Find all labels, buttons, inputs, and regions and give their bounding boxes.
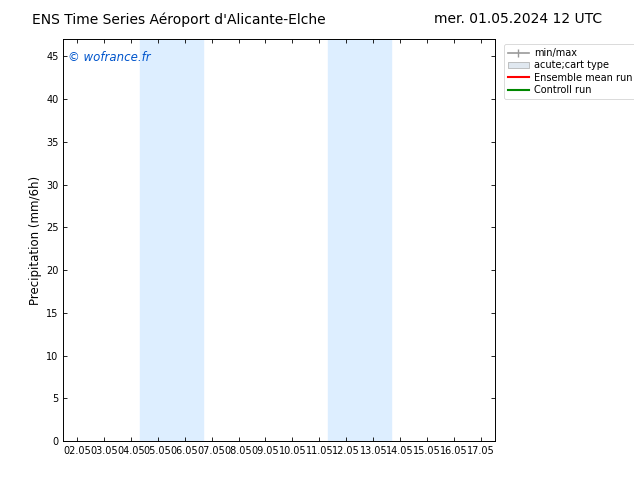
Legend: min/max, acute;cart type, Ensemble mean run, Controll run: min/max, acute;cart type, Ensemble mean … [503, 44, 634, 99]
Text: mer. 01.05.2024 12 UTC: mer. 01.05.2024 12 UTC [434, 12, 602, 26]
Bar [139, 39, 203, 441]
Text: © wofrance.fr: © wofrance.fr [68, 51, 150, 64]
Text: ENS Time Series Aéroport d'Alicante-Elche: ENS Time Series Aéroport d'Alicante-Elch… [32, 12, 325, 27]
Bar [328, 39, 391, 441]
Y-axis label: Precipitation (mm/6h): Precipitation (mm/6h) [29, 175, 42, 305]
